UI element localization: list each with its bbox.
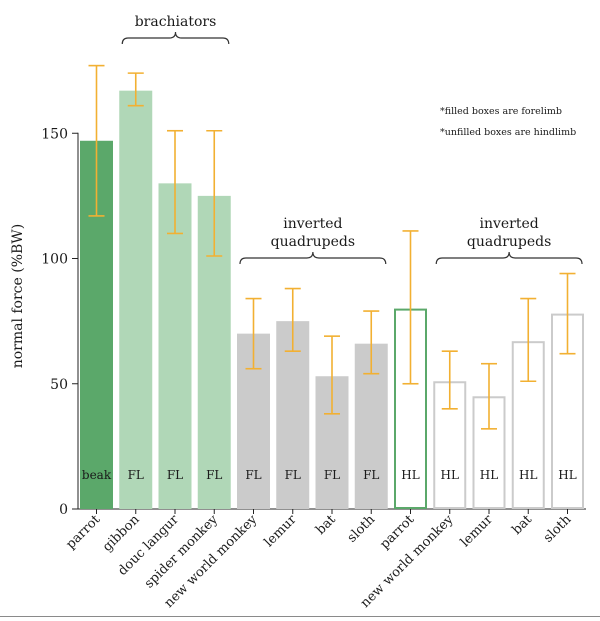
- x-category-label: lemur: [262, 512, 301, 551]
- x-category-label: bat: [313, 512, 339, 538]
- x-category-label: sloth: [345, 512, 379, 546]
- bar-inner-label: FL: [285, 468, 301, 482]
- bar: [119, 90, 153, 509]
- bar-inner-label: HL: [480, 468, 498, 482]
- group-label: quadrupeds: [467, 234, 551, 250]
- chart-note: *filled boxes are forelimb: [440, 106, 562, 117]
- y-axis-label: normal force (%BW): [10, 224, 26, 368]
- y-tick-label: 50: [50, 377, 68, 393]
- bar-inner-label: FL: [206, 468, 222, 482]
- y-tick-label: 100: [41, 252, 68, 268]
- x-category-label: lemur: [458, 512, 497, 551]
- y-tick-label: 0: [59, 502, 68, 518]
- bar-inner-label: HL: [519, 468, 537, 482]
- bar-inner-label: beak: [82, 468, 112, 482]
- group-label: inverted: [479, 216, 538, 232]
- group-brace: [121, 31, 230, 45]
- x-category-label: parrot: [63, 512, 104, 553]
- bar-inner-label: HL: [558, 468, 576, 482]
- group-label: quadrupeds: [271, 234, 355, 250]
- group-label: brachiators: [135, 14, 217, 30]
- bar-inner-label: FL: [167, 468, 183, 482]
- bar-inner-label: HL: [401, 468, 419, 482]
- y-tick-label: 150: [41, 126, 68, 142]
- group-brace: [435, 251, 583, 265]
- bottom-divider: [0, 616, 600, 617]
- x-category-label: sloth: [541, 512, 575, 546]
- bar-inner-label: FL: [245, 468, 261, 482]
- bar-inner-label: FL: [324, 468, 340, 482]
- bar: [158, 183, 192, 509]
- chart-note: *unfilled boxes are hindlimb: [440, 127, 576, 138]
- bar-inner-label: FL: [363, 468, 379, 482]
- group-brace: [239, 251, 387, 265]
- bar-inner-label: FL: [128, 468, 144, 482]
- bar-inner-label: HL: [441, 468, 459, 482]
- x-category-label: bat: [509, 512, 535, 538]
- group-label: inverted: [283, 216, 342, 232]
- bar: [276, 321, 310, 509]
